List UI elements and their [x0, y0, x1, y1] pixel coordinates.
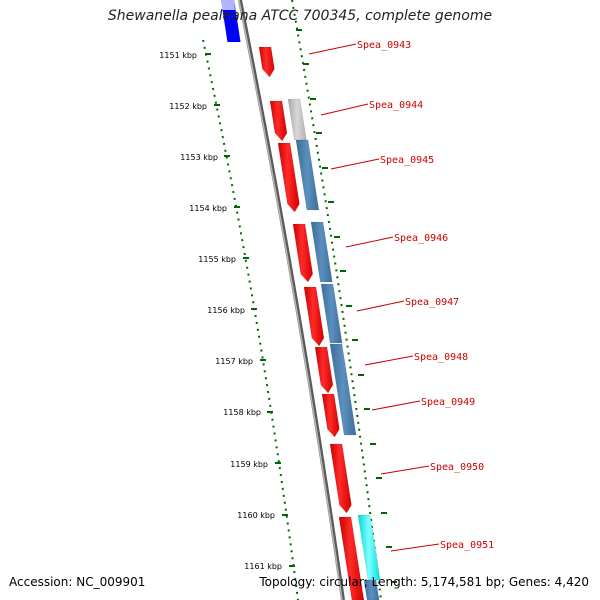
ruler-label-1155: 1155 kbp [198, 255, 236, 264]
cds-arrow-spea-0949 [321, 393, 340, 438]
gene-label-spea-0947[interactable]: Spea_0947 [405, 297, 459, 308]
leader-line [345, 236, 394, 248]
blast-hit-block-1 [295, 139, 320, 211]
leader-line [364, 355, 414, 366]
backbone-line [238, 0, 345, 600]
gene-label-spea-0950[interactable]: Spea_0950 [430, 462, 484, 473]
ruler-label-1156: 1156 kbp [207, 306, 245, 315]
gene-label-spea-0951[interactable]: Spea_0951 [440, 540, 494, 551]
ruler-dotted-lines [202, 0, 397, 600]
blast-hit-block-3 [320, 283, 343, 344]
gene-labels: Spea_0943 Spea_0944 Spea_0945 Spea_0946 … [308, 40, 494, 552]
accession-text: Accession: NC_009901 [9, 575, 146, 589]
gene-label-spea-0944[interactable]: Spea_0944 [369, 100, 423, 111]
backbone-highlight [238, 0, 343, 600]
cds-arrow-spea-0951 [338, 516, 365, 600]
leader-line [371, 400, 421, 411]
cds-arrow-spea-0946 [292, 223, 314, 283]
genome-summary-text: Topology: circular; Length: 5,174,581 bp… [259, 575, 589, 589]
leader-line [320, 103, 369, 116]
leader-line [330, 158, 380, 170]
gene-label-spea-0948[interactable]: Spea_0948 [414, 352, 468, 363]
cds-arrow-spea-0950 [329, 443, 352, 514]
ruler-label-1151: 1151 kbp [159, 51, 197, 60]
ruler-label-1158: 1158 kbp [223, 408, 261, 417]
cds-arrow-spea-0948 [314, 346, 334, 394]
cds-arrow-spea-0947 [303, 286, 325, 347]
gene-label-spea-0943[interactable]: Spea_0943 [357, 40, 411, 51]
feature-upstream-gap [221, 0, 235, 10]
leader-line [390, 543, 440, 552]
blast-hit-block-5 [363, 579, 380, 600]
leader-line [380, 465, 430, 475]
feature-track [220, 0, 381, 600]
genome-ring-band [218, 0, 388, 600]
ruler-label-1153: 1153 kbp [180, 153, 218, 162]
ruler-label-1161: 1161 kbp [244, 562, 282, 571]
map-title: Shewanella pealeana ATCC 700345, complet… [107, 8, 493, 24]
ruler-label-1157: 1157 kbp [215, 357, 253, 366]
outer-dotted-line [291, 0, 382, 600]
gene-label-spea-0945[interactable]: Spea_0945 [380, 155, 434, 166]
ruler-label-1152: 1152 kbp [169, 102, 207, 111]
leader-line [308, 43, 357, 55]
cds-arrow-spea-0945 [277, 142, 300, 213]
ruler-label-1159: 1159 kbp [230, 460, 268, 469]
gene-label-spea-0949[interactable]: Spea_0949 [421, 397, 475, 408]
highlight-block-cyan [357, 514, 381, 581]
cds-arrow-spea-0944 [269, 100, 288, 142]
genome-backbone [238, 0, 345, 600]
ruler-label-1160: 1160 kbp [237, 511, 275, 520]
gene-label-spea-0946[interactable]: Spea_0946 [394, 233, 448, 244]
blast-hit-block-2 [310, 221, 333, 283]
ruler-label-1154: 1154 kbp [189, 204, 227, 213]
cds-arrow-spea-0943 [258, 46, 275, 78]
blast-hit-block-4 [329, 343, 357, 436]
ruler: 1151 kbp 1152 kbp 1153 kbp 1154 kbp 1155… [159, 51, 282, 571]
leader-line [356, 300, 405, 312]
feature-upstream-block [220, 0, 241, 43]
